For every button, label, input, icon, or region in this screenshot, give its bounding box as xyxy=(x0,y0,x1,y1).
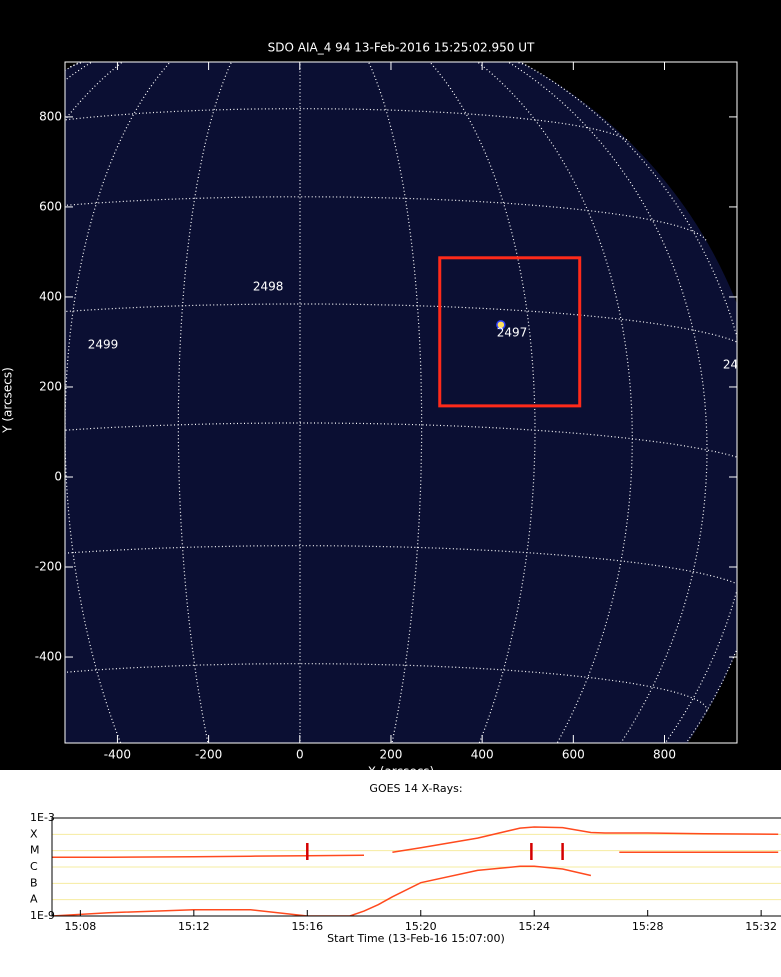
figure: SDO AIA_4 94 13-Feb-2016 15:25:02.950 UT… xyxy=(0,0,781,977)
y-tick-label: -400 xyxy=(35,650,62,664)
x-tick-label: -200 xyxy=(195,748,222,762)
x-tick-label: 800 xyxy=(653,748,676,762)
region-label: 2497 xyxy=(497,325,528,339)
x-tick-label: 15:20 xyxy=(405,920,437,933)
y-tick-label: X xyxy=(30,827,38,840)
y-tick-label: M xyxy=(30,844,40,857)
goes-title: GOES 14 X-Rays: xyxy=(369,782,462,795)
y-tick-label: 1E-3 xyxy=(30,811,55,824)
x-tick-label: 15:28 xyxy=(632,920,664,933)
y-tick-label: 200 xyxy=(39,379,62,393)
y-tick-label: 400 xyxy=(39,289,62,303)
y-tick-label: B xyxy=(30,876,38,889)
region-label: 2499 xyxy=(88,338,119,352)
x-tick-label: 200 xyxy=(380,748,403,762)
image-title: SDO AIA_4 94 13-Feb-2016 15:25:02.950 UT xyxy=(268,41,535,55)
y-tick-label: -200 xyxy=(35,560,62,574)
x-tick-label: 15:08 xyxy=(65,920,97,933)
latitude-line xyxy=(65,854,535,881)
x-tick-label: -400 xyxy=(104,748,131,762)
x-tick-label: 15:24 xyxy=(518,920,550,933)
x-tick-label: 15:32 xyxy=(745,920,777,933)
flux-curve xyxy=(52,852,778,916)
region-label: 2498 xyxy=(253,280,284,294)
x-tick-label: 15:16 xyxy=(291,920,323,933)
x-axis-label: X (arcsecs) xyxy=(368,765,435,779)
x-tick-label: 15:12 xyxy=(178,920,210,933)
y-tick-label: 600 xyxy=(39,199,62,213)
y-tick-label: 1E-9 xyxy=(30,909,55,922)
plot-area xyxy=(52,818,781,916)
latitude-line xyxy=(0,769,632,807)
y-axis-label: Y (arcsecs) xyxy=(1,367,15,434)
y-tick-label: C xyxy=(30,860,38,873)
x-tick-label: 600 xyxy=(562,748,585,762)
y-tick-label: A xyxy=(30,893,38,906)
y-tick-label: 800 xyxy=(39,109,62,123)
page: {"chart_data": [ {"type": "image", "titl… xyxy=(0,0,781,977)
x-tick-label: 400 xyxy=(471,748,494,762)
y-tick-label: 0 xyxy=(54,469,62,483)
goes-x-label: Start Time (13-Feb-16 15:07:00) xyxy=(327,932,505,945)
goes-panel: GOES 14 X-Rays: Start Time (13-Feb-16 15… xyxy=(30,782,781,945)
x-tick-label: 0 xyxy=(296,748,304,762)
